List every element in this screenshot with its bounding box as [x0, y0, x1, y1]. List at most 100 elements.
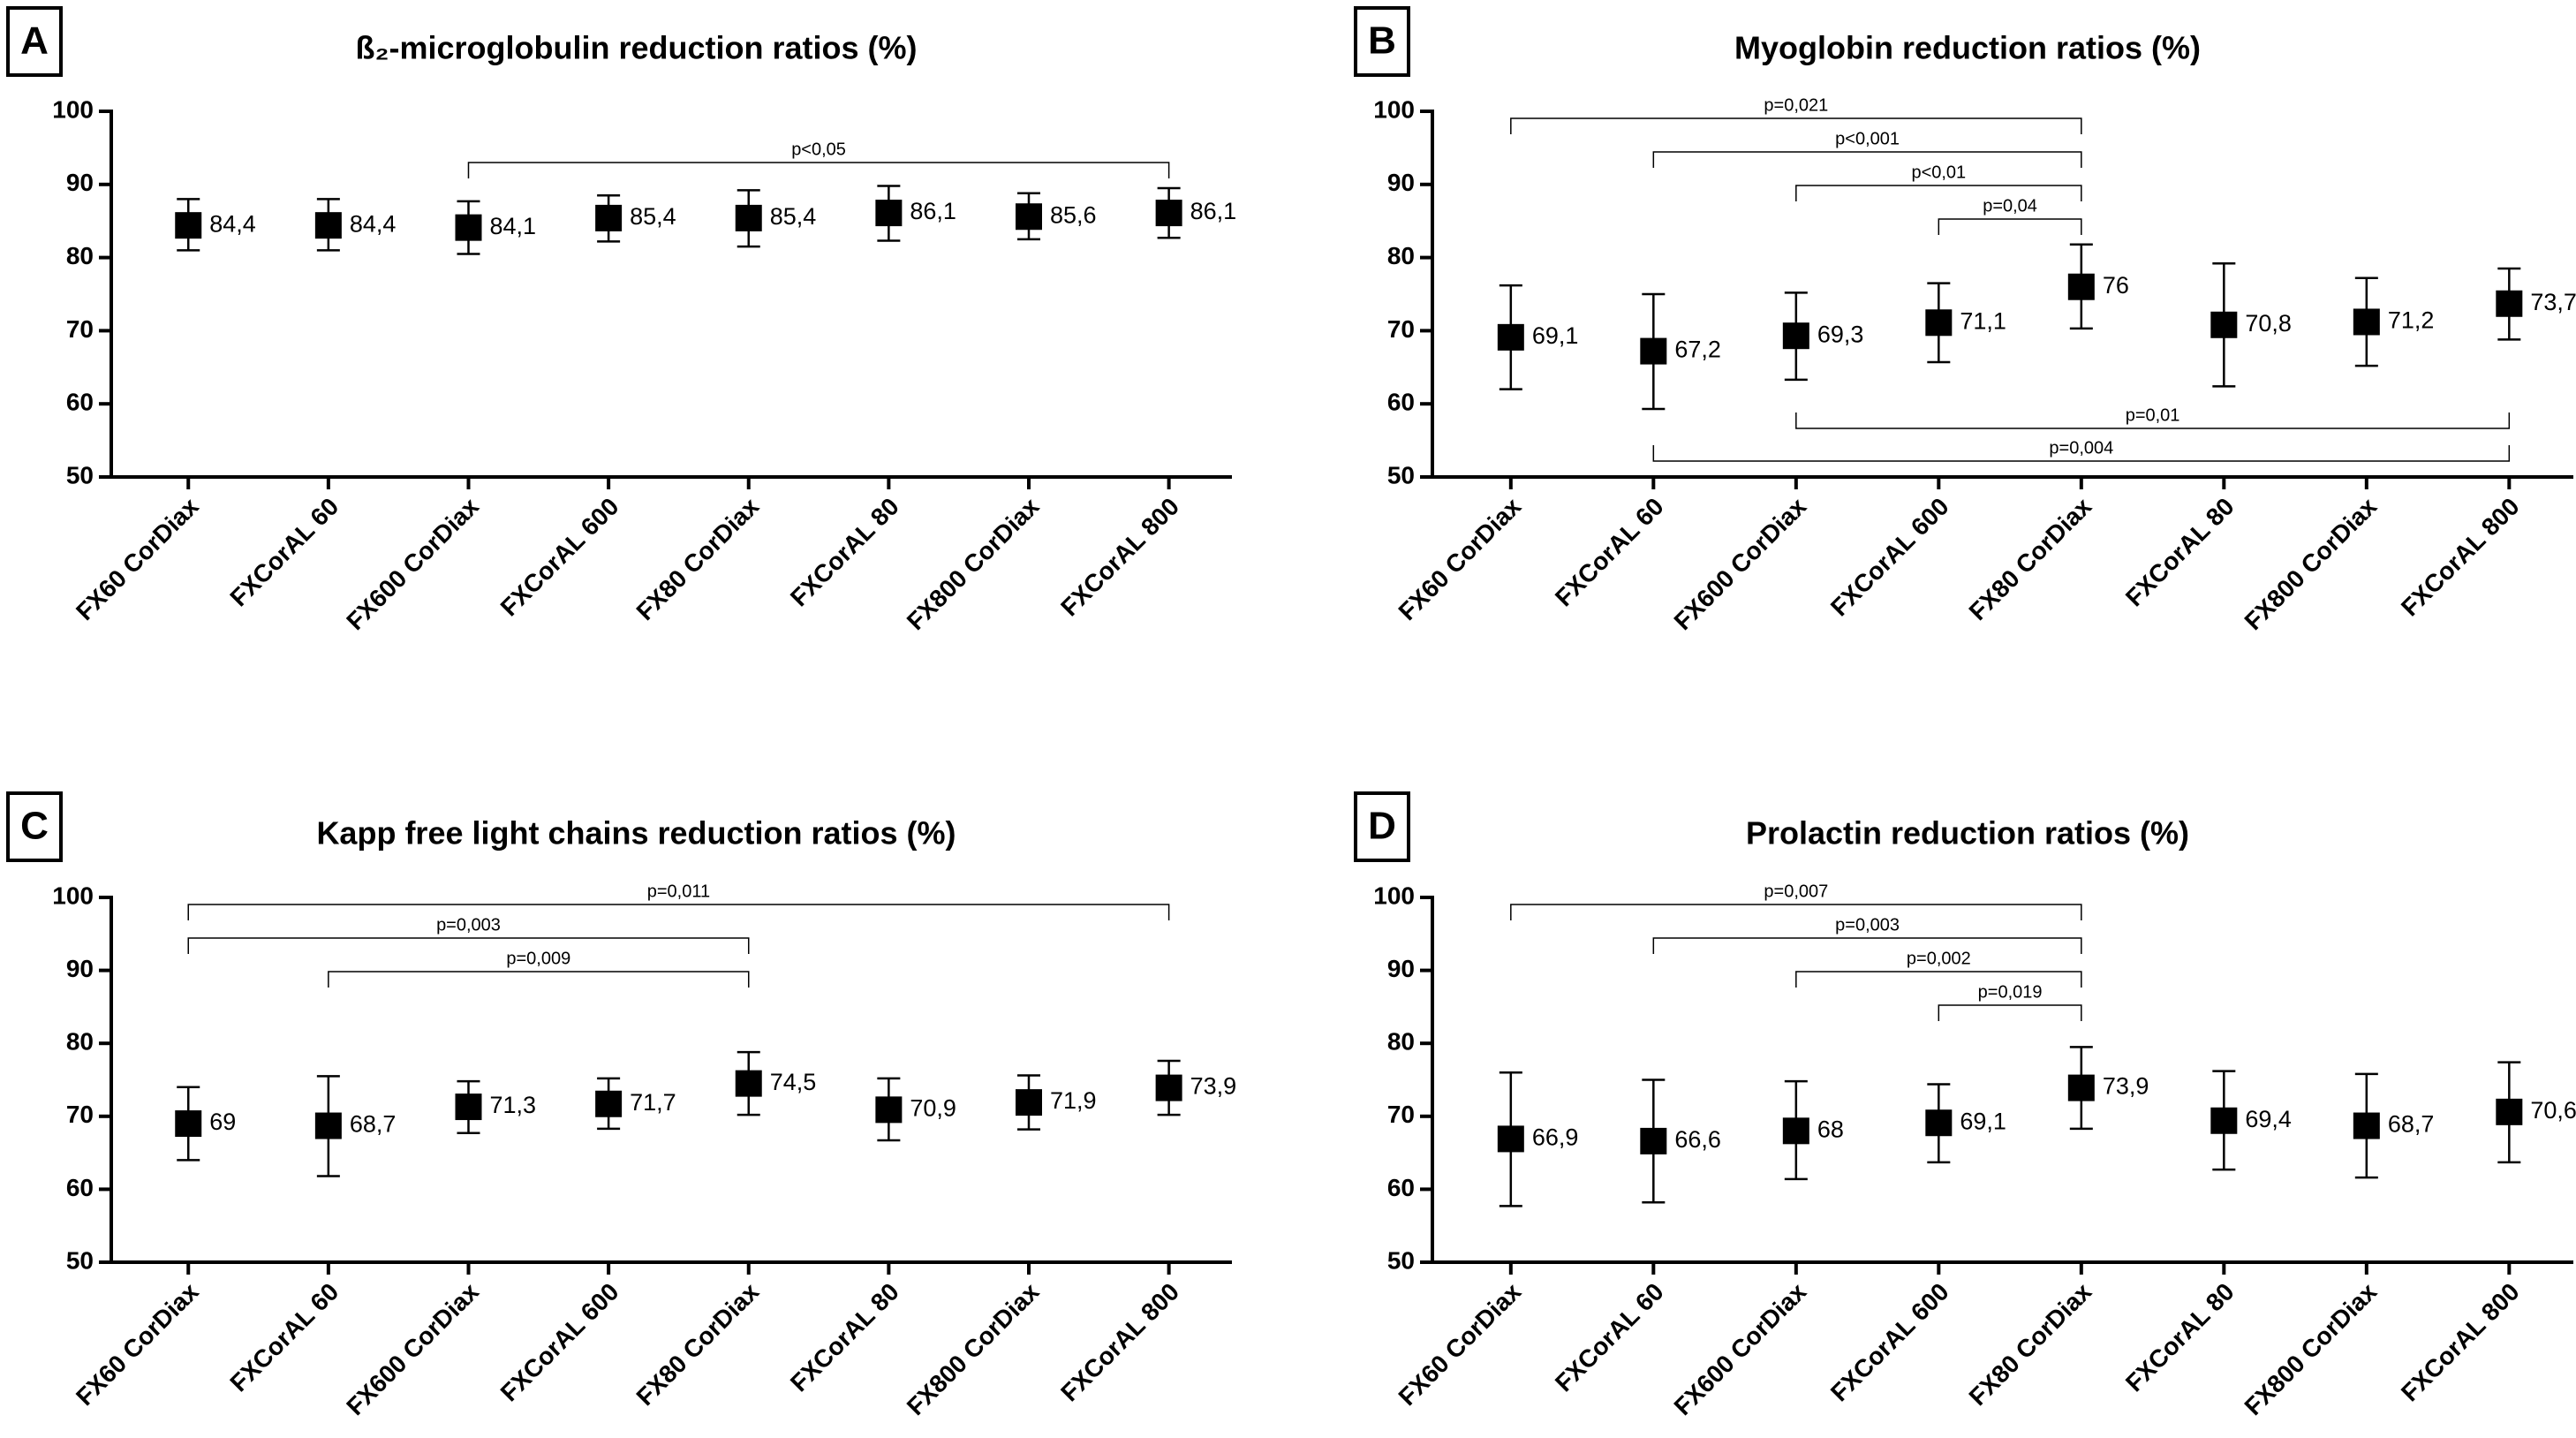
- x-tick-label: FX60 CorDiax: [71, 492, 204, 625]
- p-value: p=0,04: [1983, 196, 2037, 216]
- chart-title: Prolactin reduction ratios (%): [1746, 815, 2189, 851]
- value-label: 68,7: [350, 1111, 397, 1138]
- y-tick-label: 80: [66, 1028, 94, 1056]
- p-value: p=0,002: [1907, 949, 1971, 968]
- y-tick-label: 90: [66, 169, 94, 196]
- panel-label: C: [20, 805, 49, 848]
- bracket: [1795, 412, 2511, 429]
- value-label: 76: [2103, 272, 2129, 299]
- panel-label-box: [6, 791, 63, 862]
- x-tick-label: FXCorAL 80: [2120, 1278, 2240, 1397]
- p-value: p=0,01: [2126, 405, 2180, 425]
- y-tick-label: 70: [66, 1101, 94, 1128]
- p-value: p=0,011: [647, 882, 710, 901]
- x-tick-label: FXCorAL 80: [2120, 493, 2240, 612]
- marker: [1782, 322, 1809, 350]
- bracket: [1795, 185, 2082, 201]
- y-tick-label: 60: [66, 1174, 94, 1201]
- value-label: 66,9: [1532, 1124, 1579, 1151]
- value-label: 67,2: [1674, 337, 1721, 363]
- marker: [2210, 1107, 2238, 1134]
- marker: [875, 200, 903, 227]
- marker: [875, 1096, 903, 1124]
- x-tick-label: FX600 CorDiax: [341, 1277, 484, 1420]
- p-value: p<0,01: [1911, 163, 1966, 182]
- value-label: 84,1: [489, 213, 536, 239]
- marker: [595, 204, 623, 231]
- x-tick-label: FX80 CorDiax: [1964, 492, 2097, 625]
- marker: [1925, 309, 1953, 337]
- y-tick-label: 100: [52, 882, 94, 909]
- bracket: [1652, 937, 2082, 954]
- marker: [2067, 1074, 2095, 1101]
- x-tick-label: FX600 CorDiax: [1669, 1277, 1812, 1420]
- value-label: 71,7: [630, 1089, 676, 1116]
- value-label: 66,6: [1674, 1126, 1721, 1153]
- marker: [2353, 1112, 2380, 1139]
- p-value: p=0,003: [1835, 915, 1900, 935]
- value-label: 68: [1817, 1116, 1844, 1142]
- marker: [1155, 200, 1182, 227]
- bracket: [1510, 904, 2082, 920]
- value-label: 84,4: [209, 210, 256, 237]
- value-label: 69,1: [1960, 1108, 2006, 1134]
- marker: [735, 204, 762, 231]
- x-tick-label: FX80 CorDiax: [1964, 1277, 2097, 1411]
- x-tick-label: FXCorAL 600: [1825, 493, 1954, 622]
- p-value: p=0,003: [436, 915, 501, 935]
- p-value: p=0,009: [506, 949, 570, 968]
- value-label: 69: [209, 1109, 236, 1135]
- bracket: [1652, 445, 2511, 462]
- value-label: 70,9: [910, 1094, 956, 1121]
- y-tick-label: 100: [1373, 95, 1415, 123]
- chart-title: ß₂-microglobulin reduction ratios (%): [356, 30, 918, 66]
- panel-label: B: [1368, 19, 1396, 63]
- marker: [595, 1090, 623, 1117]
- y-tick-label: 80: [1387, 1028, 1415, 1056]
- value-label: 84,4: [350, 210, 397, 237]
- x-tick-label: FXCorAL 600: [495, 1278, 624, 1407]
- value-label: 85,6: [1050, 201, 1097, 228]
- value-label: 70,6: [2530, 1097, 2576, 1124]
- value-label: 86,1: [910, 198, 956, 224]
- panel-label: D: [1368, 805, 1396, 848]
- y-tick-label: 90: [66, 955, 94, 982]
- y-tick-label: 80: [66, 242, 94, 269]
- x-tick-label: FXCorAL 80: [785, 1278, 904, 1397]
- y-tick-label: 100: [52, 95, 94, 123]
- x-tick-label: FXCorAL 60: [1550, 1278, 1669, 1397]
- marker: [1925, 1109, 1953, 1137]
- x-tick-label: FX800 CorDiax: [2240, 1277, 2383, 1420]
- x-tick-label: FXCorAL 800: [1055, 1278, 1184, 1407]
- bracket: [187, 937, 750, 954]
- marker: [314, 1112, 342, 1139]
- y-tick-label: 70: [1387, 1101, 1415, 1128]
- y-tick-label: 80: [1387, 242, 1415, 269]
- marker: [1782, 1117, 1809, 1145]
- value-label: 71,1: [1960, 307, 2006, 334]
- y-tick-label: 60: [1387, 389, 1415, 416]
- marker: [1497, 323, 1524, 351]
- p-value: p<0,05: [791, 140, 846, 159]
- y-tick-label: 50: [1387, 461, 1415, 488]
- panel-label-box: [1354, 6, 1410, 77]
- p-value: p=0,019: [1978, 982, 2043, 1002]
- bracket: [328, 971, 750, 988]
- x-tick-label: FXCorAL 800: [1055, 493, 1184, 622]
- x-tick-label: FX60 CorDiax: [1394, 1277, 1527, 1411]
- x-tick-label: FX800 CorDiax: [902, 1277, 1045, 1420]
- y-tick-label: 70: [1387, 315, 1415, 343]
- value-label: 71,2: [2388, 307, 2435, 334]
- panel-label-box: [1354, 791, 1410, 862]
- y-tick-label: 100: [1373, 882, 1415, 909]
- value-label: 69,3: [1817, 321, 1864, 347]
- x-tick-label: FX80 CorDiax: [631, 1277, 765, 1411]
- marker: [2496, 290, 2523, 317]
- value-label: 70,8: [2245, 310, 2292, 337]
- marker: [455, 1094, 482, 1121]
- bracket: [187, 904, 1170, 920]
- p-value: p=0,021: [1764, 95, 1828, 115]
- chart-title: Kapp free light chains reduction ratios …: [316, 815, 956, 851]
- x-tick-label: FX60 CorDiax: [1394, 492, 1527, 625]
